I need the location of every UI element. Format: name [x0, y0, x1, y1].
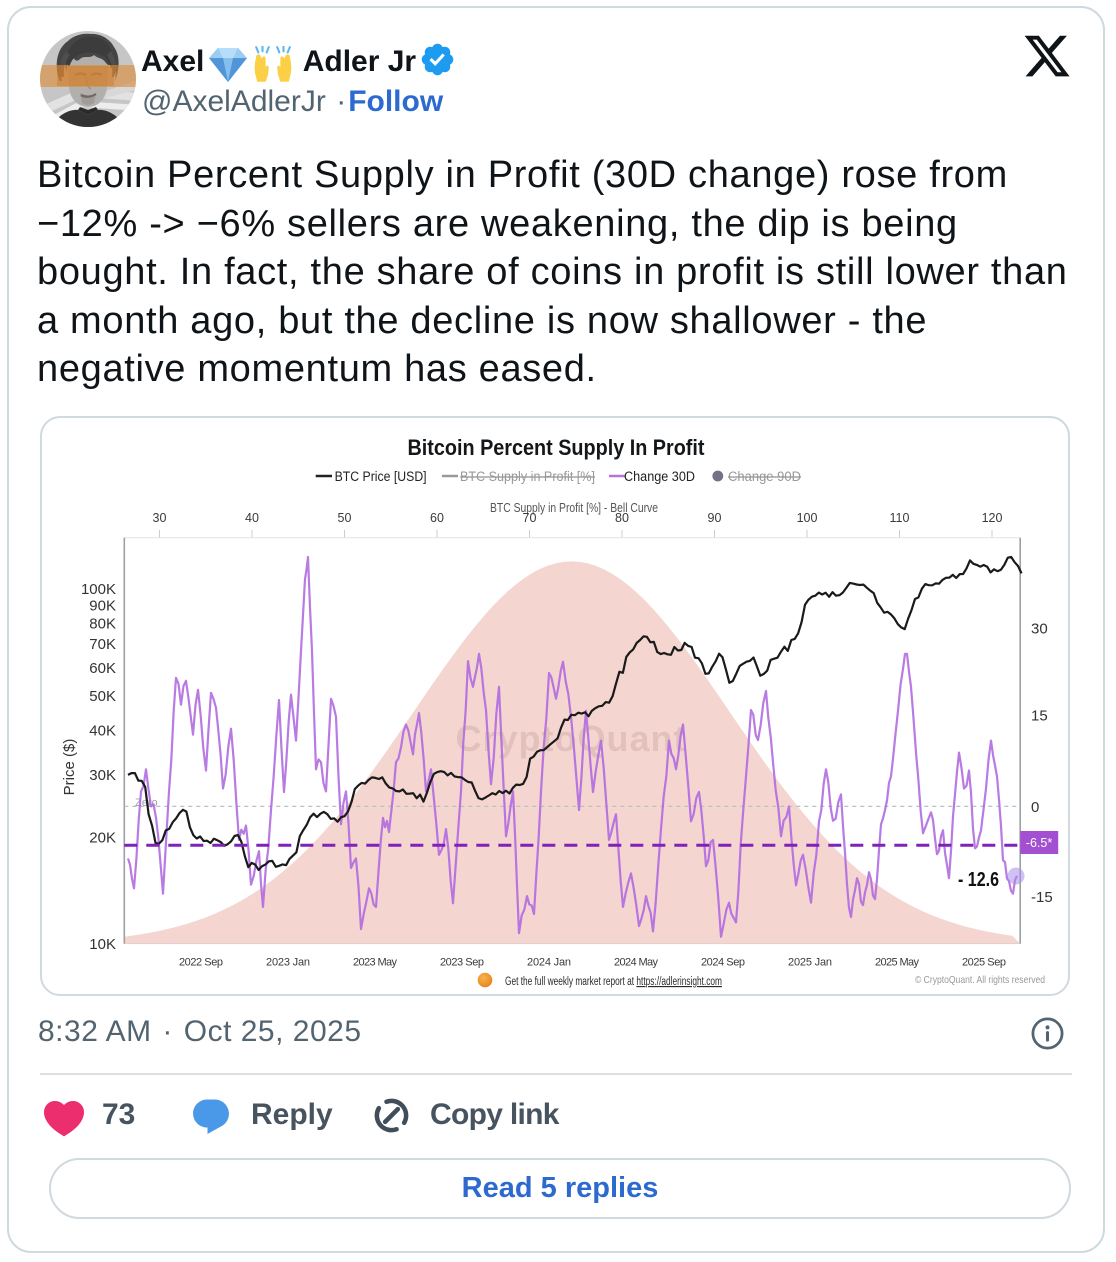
svg-text:Bitcoin Percent Supply In Prof: Bitcoin Percent Supply In Profit	[408, 435, 706, 460]
svg-text:2024 Sep: 2024 Sep	[701, 957, 745, 969]
svg-text:40: 40	[245, 511, 259, 525]
svg-text:100: 100	[797, 511, 818, 525]
svg-text:BTC Price [USD]: BTC Price [USD]	[335, 469, 427, 484]
svg-text:- 12.6: - 12.6	[958, 869, 999, 891]
svg-text:100K: 100K	[81, 581, 116, 598]
svg-text:Change 30D: Change 30D	[624, 469, 695, 484]
svg-text:BTC Supply in Profit [%]: BTC Supply in Profit [%]	[460, 469, 595, 484]
svg-text:90: 90	[708, 511, 722, 525]
svg-text:80K: 80K	[89, 616, 116, 633]
svg-text:-15: -15	[1031, 889, 1053, 906]
svg-text:110: 110	[890, 511, 910, 525]
svg-text:Change 90D: Change 90D	[728, 469, 801, 484]
svg-text:70: 70	[523, 511, 537, 525]
svg-text:30: 30	[153, 511, 167, 525]
svg-text:20K: 20K	[89, 829, 116, 846]
svg-text:2024 May: 2024 May	[614, 957, 659, 969]
svg-text:2025 Sep: 2025 Sep	[962, 957, 1006, 969]
svg-text:50K: 50K	[89, 688, 116, 705]
svg-text:2024 Jan: 2024 Jan	[527, 957, 571, 969]
svg-text:Price ($): Price ($)	[61, 739, 78, 796]
svg-text:50: 50	[338, 511, 352, 525]
svg-text:40K: 40K	[89, 723, 116, 740]
svg-text:2023 Sep: 2023 Sep	[440, 957, 484, 969]
svg-text:60: 60	[430, 511, 444, 525]
svg-text:90K: 90K	[89, 597, 116, 614]
svg-text:2025 May: 2025 May	[875, 957, 920, 969]
svg-text:120: 120	[982, 511, 1003, 525]
svg-text:70K: 70K	[89, 636, 116, 653]
svg-text:30K: 30K	[89, 767, 116, 784]
svg-text:2023 Jan: 2023 Jan	[266, 957, 310, 969]
svg-text:© CryptoQuant. All rights rese: © CryptoQuant. All rights reserved	[915, 974, 1045, 986]
svg-text:10K: 10K	[89, 936, 116, 953]
svg-text:15: 15	[1031, 708, 1048, 725]
svg-text:30: 30	[1031, 620, 1048, 637]
svg-text:80: 80	[615, 511, 629, 525]
svg-text:60K: 60K	[89, 660, 116, 677]
svg-text:BTC Supply in Profit [%] - Bel: BTC Supply in Profit [%] - Bell Curve	[490, 501, 658, 515]
svg-text:Get the full weekly market rep: Get the full weekly market report at htt…	[505, 976, 722, 988]
svg-text:2025 Jan: 2025 Jan	[788, 957, 832, 969]
svg-text:0: 0	[1031, 799, 1039, 816]
svg-text:-6.5*: -6.5*	[1026, 836, 1053, 850]
svg-text:2023 May: 2023 May	[353, 957, 398, 969]
svg-text:2022 Sep: 2022 Sep	[179, 957, 223, 969]
